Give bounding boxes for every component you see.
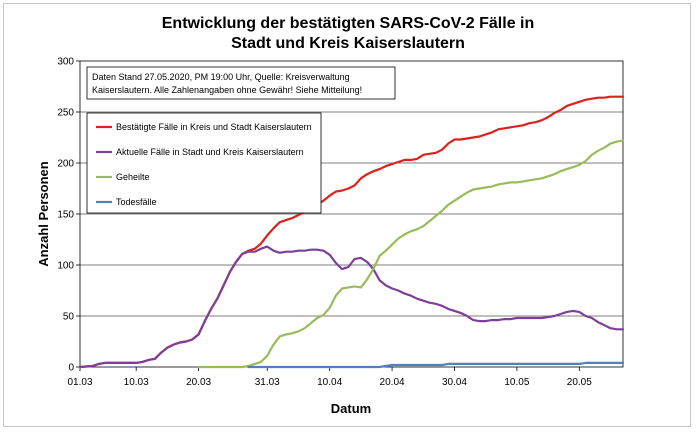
chart-title-line-2: Stadt und Kreis Kaiserslautern — [231, 35, 465, 52]
x-tick-label: 20.04 — [380, 377, 405, 388]
y-tick-label: 150 — [57, 210, 74, 221]
legend-frame — [86, 112, 322, 214]
annotation-box: Daten Stand 27.05.2020, PM 19:00 Uhr, Qu… — [86, 66, 396, 100]
y-tick-label: 50 — [63, 312, 75, 323]
y-axis-label: Anzahl Personen — [36, 161, 51, 267]
x-tick-label: 10.04 — [317, 377, 342, 388]
legend-label-2: Geheilte — [116, 172, 150, 182]
y-tick-labels: 0 50 100 150 200 250 300 — [57, 57, 80, 374]
series-line-3 — [247, 361, 625, 369]
x-tick-labels: 01.03 10.03 20.03 31.03 10.04 20.04 30.04 10.05… — [67, 367, 592, 388]
annotation-line-1: Daten Stand 27.05.2020, PM 19:00 Uhr, Qu… — [92, 72, 350, 82]
x-tick-label: 10.05 — [504, 377, 529, 388]
y-tick-label: 300 — [57, 57, 74, 68]
x-axis-label: Datum — [331, 401, 371, 416]
x-tick-label: 20.03 — [186, 377, 211, 388]
x-tick-label: 30.04 — [442, 377, 467, 388]
y-tick-label: 0 — [68, 363, 74, 374]
x-tick-label: 20.05 — [567, 377, 592, 388]
legend-label-3: Todesfälle — [116, 197, 157, 207]
y-tick-label: 250 — [57, 108, 74, 119]
x-tick-label: 10.03 — [124, 377, 149, 388]
y-tick-label: 200 — [57, 159, 74, 170]
chart-title-line-1: Entwicklung der bestätigten SARS-CoV-2 F… — [162, 15, 535, 32]
legend-label-0: Bestätigte Fälle in Kreis und Stadt Kais… — [116, 122, 312, 132]
x-tick-label: 31.03 — [255, 377, 280, 388]
legend: Bestätigte Fälle in Kreis und Stadt Kais… — [86, 112, 322, 214]
x-tick-label: 01.03 — [67, 377, 92, 388]
annotation-line-2: Kaiserslautern. Alle Zahlenangaben ohne … — [92, 85, 362, 95]
annotation-frame — [86, 66, 396, 100]
legend-label-1: Aktuelle Fälle in Stadt und Kreis Kaiser… — [116, 147, 304, 157]
series-line-2 — [197, 139, 625, 369]
series-lines — [78, 95, 625, 369]
y-tick-label: 100 — [57, 261, 74, 272]
series-line-1 — [78, 245, 625, 369]
